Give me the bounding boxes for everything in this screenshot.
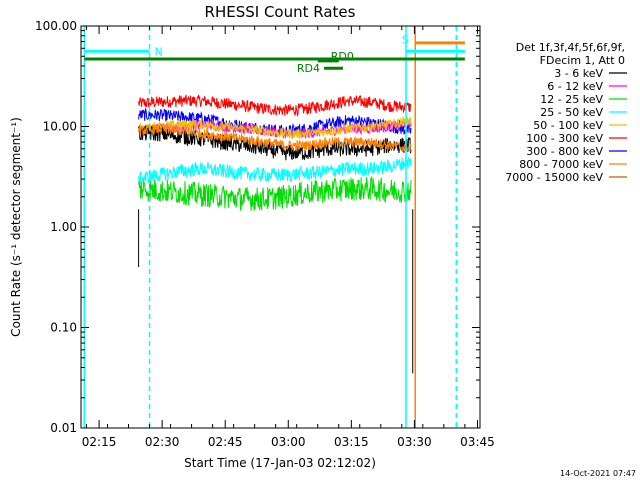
series-line-50-100-kev (138, 115, 412, 140)
plot-frame (80, 25, 481, 429)
legend-entry-label: 25 - 50 keV (540, 106, 603, 119)
series-line-12-25-kev (138, 175, 412, 211)
y-tick-label: 10.00 (43, 120, 77, 134)
legend-header-line: Det 1f,3f,4f,5f,6f,9f, (516, 41, 625, 54)
legend-entry-label: 12 - 25 keV (540, 93, 603, 106)
x-axis-label: Start Time (17-Jan-03 02:12:02) (184, 456, 376, 470)
x-tick-label: 02:15 (82, 435, 117, 449)
data-layer (138, 94, 414, 374)
x-tick-label: 03:45 (460, 435, 495, 449)
x-tick-label: 03:30 (397, 435, 432, 449)
legend-entry-label: 50 - 100 keV (533, 119, 603, 132)
flag-label-rd0: RD0 (331, 50, 354, 63)
legend-entry-label: 100 - 300 keV (526, 132, 603, 145)
y-tick-label: 0.01 (50, 421, 77, 435)
flag-label-s: S (402, 33, 409, 46)
x-tick-label: 02:45 (208, 435, 243, 449)
legend: Det 1f,3f,4f,5f,6f,9f,FDecim 1, Att 03 -… (505, 41, 627, 184)
legend-header-line: FDecim 1, Att 0 (540, 54, 625, 67)
legend-entry-label: 3 - 6 keV (554, 67, 603, 80)
flag-label-rd4: RD4 (297, 62, 320, 75)
x-tick-label: 03:15 (334, 435, 369, 449)
legend-entry-label: 800 - 7000 keV (519, 158, 603, 171)
legend-entry-label: 7000 - 15000 keV (505, 171, 603, 184)
series-line-800-7000-kev (138, 123, 412, 153)
y-tick-label: 100.00 (35, 19, 77, 33)
flag-label-n: N (155, 45, 163, 58)
chart-title: RHESSI Count Rates (205, 3, 356, 21)
footer-date: 14-Oct-2021 07:47 (560, 469, 636, 478)
y-tick-label: 0.10 (50, 321, 77, 335)
legend-entry-label: 300 - 800 keV (526, 145, 603, 158)
x-tick-label: 02:30 (145, 435, 180, 449)
axis-layer: 0.01 0.10 1.00 10.00 100.00 02:15 02:30 02:45 03… (35, 19, 495, 449)
y-tick-label: 1.00 (50, 220, 77, 234)
flag-layer: N RD0 RD4 S (83, 26, 465, 428)
y-axis-label: Count Rate (s⁻¹ detector segment⁻¹) (9, 117, 23, 337)
legend-entry-label: 6 - 12 keV (547, 80, 603, 93)
series-line-25-50-kev (138, 156, 412, 185)
series-line-100-300-kev (138, 94, 412, 118)
x-tick-label: 03:00 (271, 435, 306, 449)
